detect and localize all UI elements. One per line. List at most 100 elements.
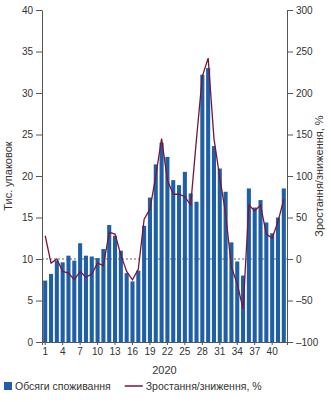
bar (194, 202, 198, 342)
tick-mark (149, 342, 150, 345)
tick: 13 (109, 342, 121, 357)
marks (42, 58, 287, 342)
bar (78, 243, 82, 342)
tick: 0 (27, 337, 42, 348)
tick-label: 50 (296, 212, 308, 223)
legend-label: Зростання/зниження, % (146, 380, 262, 392)
tick-mark (167, 342, 168, 345)
bar (136, 271, 140, 342)
tick-mark (80, 342, 81, 345)
tick-label: 0 (296, 254, 302, 265)
tick-mark (287, 52, 293, 53)
bar (61, 262, 65, 342)
tick-mark (115, 342, 116, 345)
tick: 7 (77, 342, 83, 357)
tick-label: 0 (27, 337, 33, 348)
axis-line (43, 343, 288, 346)
tick: 31 (214, 342, 226, 357)
tick-mark (219, 342, 220, 345)
tick-label: 250 (296, 46, 313, 57)
legend-label: Обсяги споживання (15, 380, 111, 392)
tick-label: 40 (267, 346, 279, 357)
tick-label: 10 (92, 346, 104, 357)
legend: Обсяги споживання Зростання/зниження, % (4, 380, 262, 392)
tick: 5 (27, 295, 42, 306)
x-axis-title: 2020 (152, 364, 176, 376)
tick: 25 (22, 129, 42, 140)
tick-mark (132, 342, 133, 345)
tick-mark (287, 135, 293, 136)
y-axis: 0510152025303540 (22, 5, 43, 348)
y-axis-title: Тис. упаковок (2, 141, 14, 210)
tick: 40 (22, 5, 42, 16)
bar (270, 233, 274, 342)
tick: 1 (42, 342, 48, 357)
bar (113, 236, 117, 342)
legend-swatch (4, 382, 12, 390)
tick: 200 (287, 88, 313, 99)
tick: 16 (127, 342, 139, 357)
tick: 10 (22, 254, 42, 265)
bar (154, 164, 158, 342)
plot: 0510152025303540–100–5005010015020025030… (22, 5, 319, 357)
bar (200, 75, 204, 342)
tick-mark (184, 342, 185, 345)
y2-axis-title: Зростання/зниження, % (313, 115, 325, 237)
bar (90, 257, 94, 342)
tick: 100 (287, 171, 313, 182)
tick-mark (202, 342, 203, 345)
bar (66, 256, 70, 342)
tick-mark (237, 342, 238, 345)
tick-mark (287, 176, 293, 177)
tick-label: 5 (27, 295, 33, 306)
bar (148, 198, 152, 342)
axis-line (42, 11, 43, 343)
tick-label: 20 (22, 171, 34, 182)
tick: 20 (22, 171, 42, 182)
tick-mark (287, 218, 293, 219)
tick-label: 35 (22, 46, 34, 57)
tick-mark (36, 342, 42, 343)
tick-mark (287, 259, 293, 260)
tick-label: 22 (162, 346, 174, 357)
tick-mark (36, 176, 42, 177)
tick-mark (36, 10, 42, 11)
tick-mark (287, 10, 293, 11)
bar (72, 261, 76, 342)
bar (119, 251, 123, 342)
tick: 300 (287, 5, 313, 16)
bar (43, 281, 47, 342)
tick: 34 (232, 342, 244, 357)
tick-mark (254, 342, 255, 345)
tick-label: –100 (296, 337, 319, 348)
tick: 10 (92, 342, 104, 357)
tick: 50 (287, 212, 308, 223)
line (45, 58, 284, 309)
tick-mark (36, 135, 42, 136)
tick-mark (36, 259, 42, 260)
bar (189, 193, 193, 342)
tick-label: 150 (296, 129, 313, 140)
tick-mark (287, 93, 293, 94)
tick: –100 (287, 337, 319, 348)
tick: 4 (60, 342, 66, 357)
tick-label: 13 (109, 346, 121, 357)
bar (125, 273, 129, 342)
tick-mark (36, 93, 42, 94)
bar (218, 169, 222, 342)
x-axis: 1471013161922252831343740 (42, 342, 287, 357)
bar (253, 208, 257, 342)
chart: 0510152025303540–100–5005010015020025030… (0, 0, 331, 402)
tick-label: 28 (197, 346, 209, 357)
bar (206, 68, 210, 342)
tick-label: 10 (22, 254, 34, 265)
tick-mark (45, 342, 46, 345)
tick-label: 34 (232, 346, 244, 357)
tick-label: 15 (22, 212, 34, 223)
legend-item: Обсяги споживання (4, 380, 111, 392)
tick: 19 (144, 342, 156, 357)
tick-label: –50 (296, 295, 313, 306)
bar (49, 274, 53, 342)
bar (171, 180, 175, 342)
tick-mark (36, 218, 42, 219)
